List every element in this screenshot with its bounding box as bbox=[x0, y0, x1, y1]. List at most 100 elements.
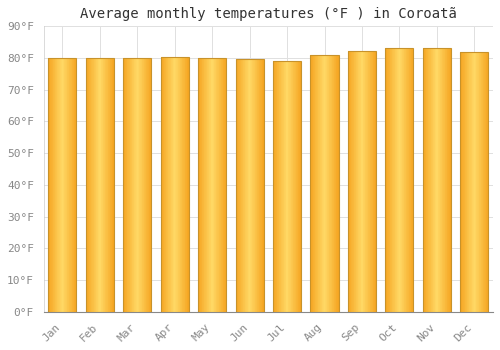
Bar bbox=[146, 58, 147, 312]
Bar bbox=[374, 51, 376, 312]
Bar bbox=[396, 49, 398, 312]
Bar bbox=[214, 58, 215, 312]
Bar bbox=[140, 58, 141, 312]
Bar bbox=[348, 51, 376, 312]
Bar bbox=[348, 51, 350, 312]
Bar bbox=[133, 58, 134, 312]
Bar bbox=[256, 59, 258, 312]
Bar bbox=[126, 58, 127, 312]
Bar bbox=[466, 52, 468, 312]
Bar bbox=[94, 58, 95, 312]
Bar bbox=[73, 58, 74, 312]
Bar bbox=[177, 57, 178, 312]
Bar bbox=[392, 49, 393, 312]
Bar bbox=[131, 58, 132, 312]
Bar bbox=[65, 58, 66, 312]
Bar bbox=[405, 49, 406, 312]
Bar bbox=[258, 59, 259, 312]
Bar bbox=[436, 49, 437, 312]
Bar bbox=[273, 61, 301, 312]
Bar bbox=[372, 51, 373, 312]
Bar bbox=[471, 52, 472, 312]
Bar bbox=[400, 49, 401, 312]
Bar bbox=[337, 55, 338, 312]
Bar bbox=[246, 59, 247, 312]
Bar bbox=[410, 49, 412, 312]
Bar bbox=[478, 52, 479, 312]
Bar bbox=[241, 59, 242, 312]
Bar bbox=[99, 58, 100, 312]
Bar bbox=[48, 58, 49, 312]
Bar bbox=[331, 55, 332, 312]
Bar bbox=[310, 55, 338, 312]
Bar bbox=[461, 52, 462, 312]
Bar bbox=[450, 49, 451, 312]
Bar bbox=[320, 55, 321, 312]
Bar bbox=[71, 58, 72, 312]
Bar bbox=[248, 59, 249, 312]
Bar bbox=[292, 61, 294, 312]
Bar bbox=[217, 58, 218, 312]
Bar bbox=[182, 57, 183, 312]
Bar bbox=[96, 58, 97, 312]
Bar bbox=[237, 59, 238, 312]
Bar bbox=[368, 51, 369, 312]
Bar bbox=[88, 58, 90, 312]
Bar bbox=[298, 61, 299, 312]
Bar bbox=[204, 58, 205, 312]
Bar bbox=[200, 58, 201, 312]
Bar bbox=[408, 49, 410, 312]
Bar bbox=[283, 61, 284, 312]
Bar bbox=[438, 49, 439, 312]
Bar bbox=[373, 51, 374, 312]
Bar bbox=[49, 58, 50, 312]
Bar bbox=[171, 57, 172, 312]
Bar bbox=[446, 49, 448, 312]
Bar bbox=[425, 49, 426, 312]
Bar bbox=[477, 52, 478, 312]
Bar bbox=[475, 52, 476, 312]
Bar bbox=[448, 49, 449, 312]
Bar bbox=[423, 49, 451, 312]
Bar bbox=[354, 51, 355, 312]
Bar bbox=[389, 49, 390, 312]
Bar bbox=[297, 61, 298, 312]
Bar bbox=[162, 57, 163, 312]
Bar bbox=[113, 58, 114, 312]
Bar bbox=[68, 58, 70, 312]
Bar bbox=[198, 58, 199, 312]
Bar bbox=[92, 58, 93, 312]
Bar bbox=[160, 57, 162, 312]
Bar bbox=[486, 52, 487, 312]
Bar bbox=[314, 55, 316, 312]
Bar bbox=[86, 58, 87, 312]
Bar bbox=[132, 58, 133, 312]
Bar bbox=[484, 52, 485, 312]
Bar bbox=[174, 57, 176, 312]
Bar bbox=[325, 55, 326, 312]
Bar bbox=[319, 55, 320, 312]
Bar bbox=[167, 57, 168, 312]
Bar bbox=[470, 52, 471, 312]
Bar bbox=[479, 52, 480, 312]
Bar bbox=[485, 52, 486, 312]
Bar bbox=[50, 58, 51, 312]
Bar bbox=[52, 58, 54, 312]
Bar bbox=[147, 58, 148, 312]
Bar bbox=[130, 58, 131, 312]
Bar bbox=[274, 61, 275, 312]
Bar bbox=[371, 51, 372, 312]
Bar bbox=[390, 49, 391, 312]
Bar bbox=[437, 49, 438, 312]
Bar bbox=[105, 58, 106, 312]
Bar bbox=[424, 49, 425, 312]
Bar bbox=[183, 57, 184, 312]
Bar bbox=[202, 58, 203, 312]
Bar bbox=[441, 49, 442, 312]
Bar bbox=[58, 58, 59, 312]
Bar bbox=[413, 49, 414, 312]
Bar bbox=[143, 58, 144, 312]
Bar bbox=[216, 58, 217, 312]
Bar bbox=[260, 59, 261, 312]
Bar bbox=[393, 49, 394, 312]
